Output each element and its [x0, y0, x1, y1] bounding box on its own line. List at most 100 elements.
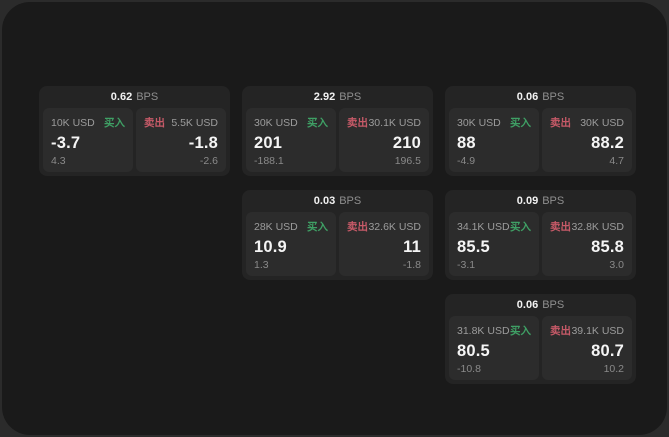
card-header: 0.03 BPS [242, 190, 433, 212]
sell-badge: 卖出 [347, 117, 368, 129]
quote-card: 2.92 BPS 30K USD 买入 201 -188.1 卖出 30.1K … [242, 86, 433, 176]
buy-price: 80.5 [457, 341, 490, 360]
card-header: 0.62 BPS [39, 86, 230, 108]
sell-price: 80.7 [591, 341, 624, 360]
bps-value: 2.92 [313, 91, 336, 103]
sell-delta: -2.6 [199, 154, 218, 167]
sell-delta: 10.2 [603, 362, 624, 375]
bps-unit-label: BPS [542, 91, 565, 103]
card-header: 0.09 BPS [445, 190, 636, 212]
card-body: 34.1K USD 买入 85.5 -3.1 卖出 32.8K USD 85.8… [445, 212, 636, 280]
sell-amount: 30.1K USD [368, 116, 421, 129]
buy-price: -3.7 [51, 133, 81, 152]
sell-delta: 4.7 [609, 154, 624, 167]
buy-tile-header: 10K USD 买入 [51, 115, 125, 130]
sell-tile[interactable]: 卖出 39.1K USD 80.7 10.2 [542, 316, 632, 380]
buy-tile-header: 30K USD 买入 [254, 115, 328, 130]
bps-unit-label: BPS [136, 91, 159, 103]
card-body: 31.8K USD 买入 80.5 -10.8 卖出 39.1K USD 80.… [445, 316, 636, 384]
sell-amount: 32.8K USD [571, 220, 624, 233]
sell-amount: 5.5K USD [171, 116, 218, 129]
sell-tile-header: 卖出 39.1K USD [550, 323, 624, 338]
sell-tile[interactable]: 卖出 32.8K USD 85.8 3.0 [542, 212, 632, 276]
buy-tile-header: 34.1K USD 买入 [457, 219, 531, 234]
bps-value: 0.06 [516, 91, 539, 103]
sell-badge: 卖出 [550, 117, 571, 129]
buy-tile[interactable]: 10K USD 买入 -3.7 4.3 [43, 108, 133, 172]
buy-delta: -3.1 [457, 258, 476, 271]
sell-tile-header: 卖出 30K USD [550, 115, 624, 130]
buy-price: 10.9 [254, 237, 287, 256]
buy-price: 85.5 [457, 237, 490, 256]
card-body: 30K USD 买入 201 -188.1 卖出 30.1K USD 210 1… [242, 108, 433, 176]
buy-delta: -188.1 [254, 154, 284, 167]
card-header: 0.06 BPS [445, 86, 636, 108]
sell-tile[interactable]: 卖出 30K USD 88.2 4.7 [542, 108, 632, 172]
buy-tile[interactable]: 31.8K USD 买入 80.5 -10.8 [449, 316, 539, 380]
buy-tile[interactable]: 34.1K USD 买入 85.5 -3.1 [449, 212, 539, 276]
buy-badge: 买入 [307, 117, 328, 129]
card-body: 10K USD 买入 -3.7 4.3 卖出 5.5K USD -1.8 -2.… [39, 108, 230, 176]
card-body: 30K USD 买入 88 -4.9 卖出 30K USD 88.2 4.7 [445, 108, 636, 176]
quote-card: 0.03 BPS 28K USD 买入 10.9 1.3 卖出 32.6K US… [242, 190, 433, 280]
buy-amount: 31.8K USD [457, 324, 510, 337]
buy-badge: 买入 [510, 221, 531, 233]
buy-badge: 买入 [510, 117, 531, 129]
buy-tile-header: 31.8K USD 买入 [457, 323, 531, 338]
buy-amount: 28K USD [254, 220, 298, 233]
sell-price: 11 [403, 237, 421, 256]
buy-amount: 10K USD [51, 116, 95, 129]
sell-tile[interactable]: 卖出 30.1K USD 210 196.5 [339, 108, 429, 172]
buy-amount: 30K USD [457, 116, 501, 129]
buy-price: 201 [254, 133, 283, 152]
buy-tile[interactable]: 28K USD 买入 10.9 1.3 [246, 212, 336, 276]
sell-tile[interactable]: 卖出 5.5K USD -1.8 -2.6 [136, 108, 226, 172]
card-header: 2.92 BPS [242, 86, 433, 108]
bps-value: 0.03 [313, 195, 336, 207]
buy-badge: 买入 [307, 221, 328, 233]
sell-price: 88.2 [591, 133, 624, 152]
quote-card: 0.06 BPS 31.8K USD 买入 80.5 -10.8 卖出 39.1… [445, 294, 636, 384]
buy-delta: -4.9 [457, 154, 476, 167]
buy-tile-header: 30K USD 买入 [457, 115, 531, 130]
quote-card: 0.09 BPS 34.1K USD 买入 85.5 -3.1 卖出 32.8K… [445, 190, 636, 280]
bps-unit-label: BPS [542, 195, 565, 207]
buy-price: 88 [457, 133, 476, 152]
quote-card: 0.06 BPS 30K USD 买入 88 -4.9 卖出 30K USD 8… [445, 86, 636, 176]
sell-amount: 32.6K USD [368, 220, 421, 233]
sell-price: 85.8 [591, 237, 624, 256]
sell-badge: 卖出 [550, 325, 571, 337]
buy-tile[interactable]: 30K USD 买入 201 -188.1 [246, 108, 336, 172]
sell-tile-header: 卖出 5.5K USD [144, 115, 218, 130]
sell-tile-header: 卖出 30.1K USD [347, 115, 421, 130]
sell-badge: 卖出 [144, 117, 165, 129]
sell-delta: 3.0 [609, 258, 624, 271]
buy-amount: 34.1K USD [457, 220, 510, 233]
bps-unit-label: BPS [339, 91, 362, 103]
buy-amount: 30K USD [254, 116, 298, 129]
sell-amount: 39.1K USD [571, 324, 624, 337]
sell-delta: -1.8 [402, 258, 421, 271]
buy-delta: -10.8 [457, 362, 481, 375]
card-header: 0.06 BPS [445, 294, 636, 316]
sell-tile[interactable]: 卖出 32.6K USD 11 -1.8 [339, 212, 429, 276]
bps-unit-label: BPS [542, 299, 565, 311]
bps-value: 0.09 [516, 195, 539, 207]
buy-tile[interactable]: 30K USD 买入 88 -4.9 [449, 108, 539, 172]
quote-card: 0.62 BPS 10K USD 买入 -3.7 4.3 卖出 5.5K USD… [39, 86, 230, 176]
sell-badge: 卖出 [550, 221, 571, 233]
bps-value: 0.06 [516, 299, 539, 311]
buy-delta: 4.3 [51, 154, 66, 167]
sell-amount: 30K USD [580, 116, 624, 129]
sell-price: -1.8 [188, 133, 218, 152]
buy-badge: 买入 [510, 325, 531, 337]
sell-badge: 卖出 [347, 221, 368, 233]
buy-badge: 买入 [104, 117, 125, 129]
buy-delta: 1.3 [254, 258, 269, 271]
sell-price: 210 [392, 133, 421, 152]
sell-tile-header: 卖出 32.8K USD [550, 219, 624, 234]
buy-tile-header: 28K USD 买入 [254, 219, 328, 234]
sell-tile-header: 卖出 32.6K USD [347, 219, 421, 234]
bps-value: 0.62 [110, 91, 133, 103]
